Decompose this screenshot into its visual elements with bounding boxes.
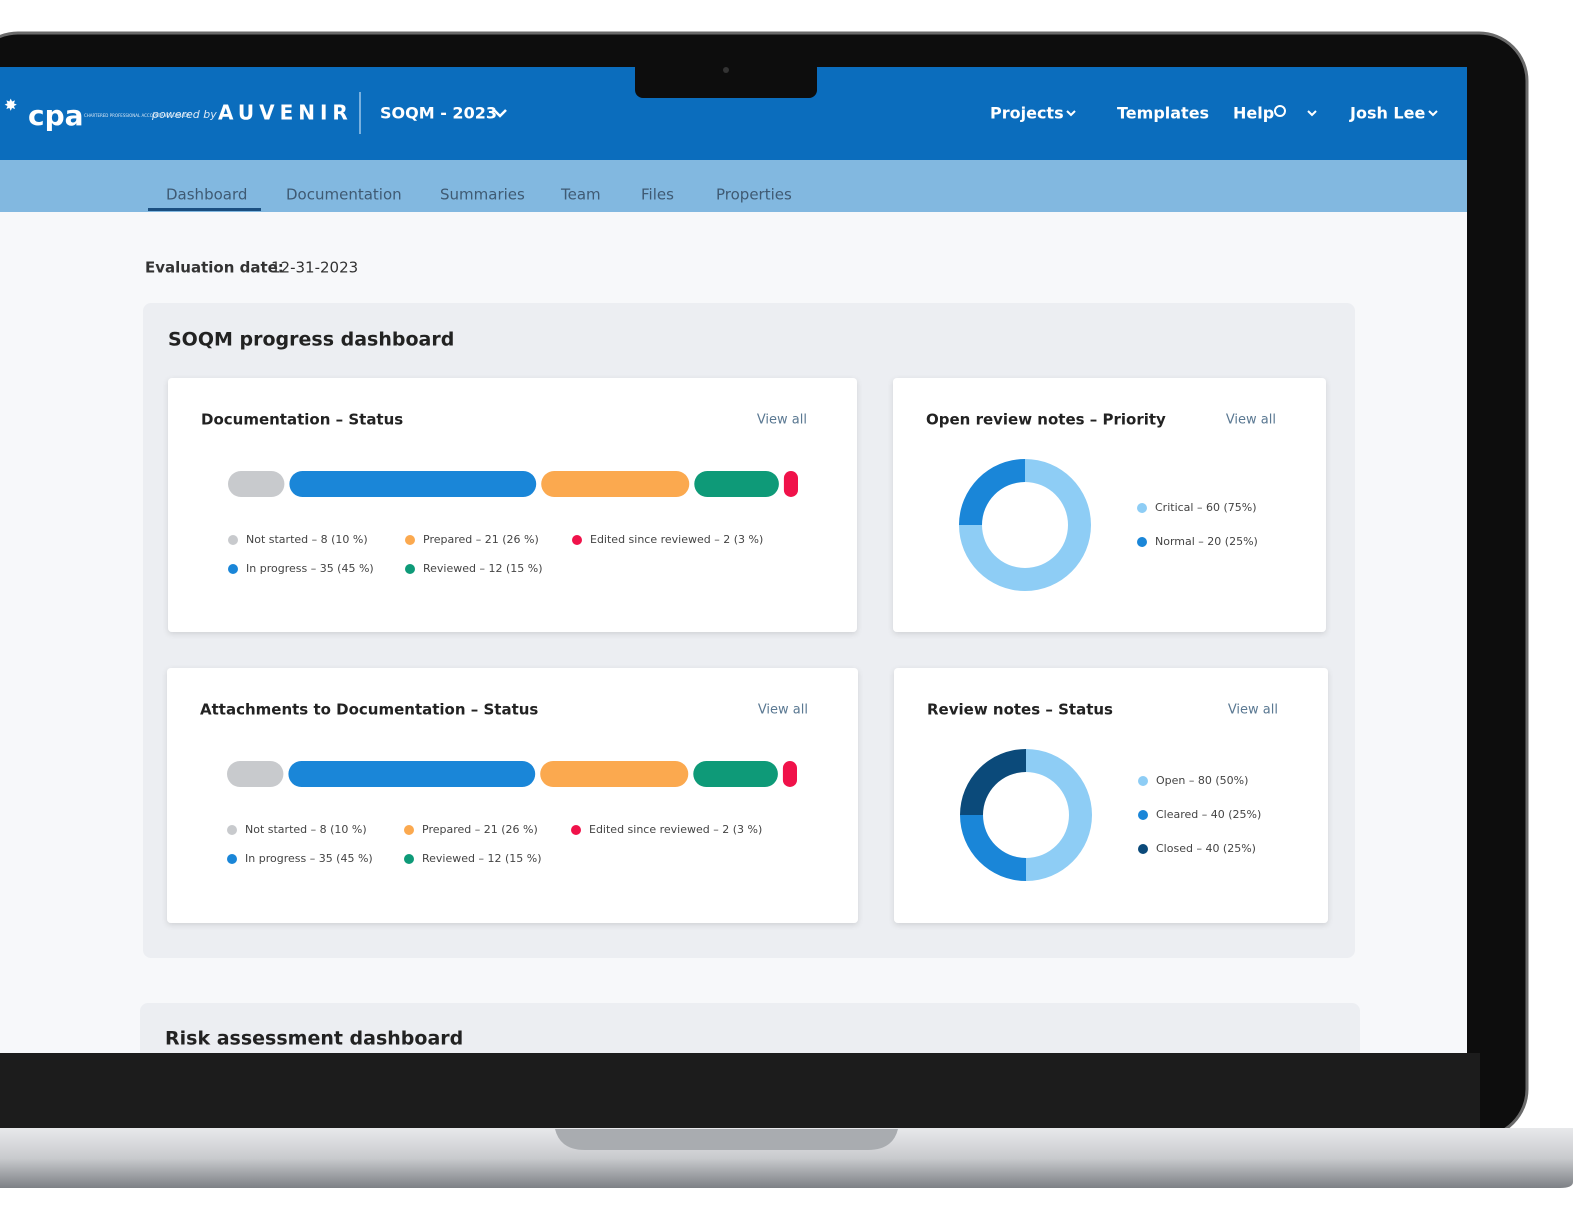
legend-label: In progress – 35 (45 %)	[245, 852, 373, 865]
chevron	[1307, 110, 1317, 117]
bar-segment	[540, 761, 689, 787]
bar-segment	[783, 471, 798, 497]
chevron	[1066, 110, 1076, 117]
screen: ✸ cpa CHARTERED PROFESSIONAL ACCOUNTANTS…	[0, 67, 1467, 1053]
bar-segment	[694, 471, 779, 497]
legend-label: Prepared – 21 (26 %)	[423, 533, 539, 546]
view-all-link[interactable]: View all	[1226, 413, 1276, 428]
menu-item[interactable]: Josh Lee	[1349, 104, 1425, 123]
legend-label: Open – 80 (50%)	[1156, 774, 1248, 787]
donut-segment	[960, 815, 1026, 881]
view-all-link[interactable]: View all	[1228, 703, 1278, 718]
donut-segment	[959, 459, 1025, 525]
legend-dot	[1137, 537, 1147, 547]
tab[interactable]: Files	[641, 186, 674, 204]
sub-nav	[0, 160, 1467, 212]
chevron	[493, 109, 507, 118]
legend-label: Prepared – 21 (26 %)	[422, 823, 538, 836]
chevron	[1428, 110, 1438, 117]
tab[interactable]: Properties	[716, 186, 792, 204]
legend-label: Reviewed – 12 (15 %)	[423, 562, 543, 575]
legend-dot	[228, 564, 238, 574]
bar-segment	[541, 471, 690, 497]
card	[168, 378, 857, 632]
logo-mark: ✸	[4, 96, 17, 115]
legend-label: Critical – 60 (75%)	[1155, 501, 1257, 514]
legend-dot	[227, 825, 237, 835]
active-tab-underline	[148, 208, 261, 211]
legend-label: Normal – 20 (25%)	[1155, 535, 1258, 548]
legend-dot	[1138, 810, 1148, 820]
menu-item[interactable]: Projects	[990, 104, 1064, 123]
legend-label: Edited since reviewed – 2 (3 %)	[590, 533, 763, 546]
legend-label: Closed – 40 (25%)	[1156, 842, 1256, 855]
legend-dot	[1137, 503, 1147, 513]
bar-segment	[693, 761, 778, 787]
donut-segment	[959, 459, 1091, 591]
chin	[0, 1053, 1480, 1129]
tab[interactable]: Summaries	[440, 186, 525, 204]
legend-dot	[1138, 844, 1148, 854]
card-title: Attachments to Documentation – Status	[200, 701, 538, 719]
tab[interactable]: Dashboard	[166, 186, 247, 204]
camera	[723, 67, 729, 73]
legend-label: Edited since reviewed – 2 (3 %)	[589, 823, 762, 836]
card-title: Documentation – Status	[201, 411, 403, 429]
bar-segment	[782, 761, 797, 787]
evaluation-date: 12-31-2023	[271, 259, 358, 277]
donut-segment	[960, 749, 1026, 815]
legend-dot	[572, 535, 582, 545]
brand: AUVENIR	[218, 101, 353, 125]
tab[interactable]: Documentation	[286, 186, 402, 204]
legend-dot	[1138, 776, 1148, 786]
evaluation-label: Evaluation date:	[145, 259, 284, 277]
view-all-link[interactable]: View all	[757, 413, 807, 428]
view-all-link[interactable]: View all	[758, 703, 808, 718]
donut-segment	[1026, 749, 1092, 881]
project-selector[interactable]: SOQM - 2023	[380, 104, 497, 123]
lid-notch	[555, 1129, 898, 1150]
bar-segment	[227, 761, 284, 787]
camera-notch	[635, 67, 817, 98]
logo-tagline: CHARTERED PROFESSIONAL ACCOUNTANTS CANAD…	[84, 113, 190, 118]
card-title: Open review notes – Priority	[926, 411, 1166, 429]
tab[interactable]: Team	[560, 186, 601, 204]
legend-dot	[227, 854, 237, 864]
powered-by: powered by	[151, 108, 217, 121]
card-title: Review notes – Status	[927, 701, 1113, 719]
legend-dot	[571, 825, 581, 835]
menu-item[interactable]: Templates	[1117, 104, 1209, 123]
legend-dot	[404, 854, 414, 864]
panel-title: Risk assessment dashboard	[165, 1028, 463, 1050]
legend-label: Not started – 8 (10 %)	[245, 823, 367, 836]
risk-panel	[140, 1003, 1360, 1053]
bar-segment	[228, 471, 285, 497]
bar-segment	[288, 761, 536, 787]
panel-title: SOQM progress dashboard	[168, 329, 454, 351]
legend-label: Cleared – 40 (25%)	[1156, 808, 1261, 821]
legend-dot	[405, 535, 415, 545]
legend-dot	[404, 825, 414, 835]
menu-item[interactable]: Help	[1233, 104, 1274, 123]
legend-label: Not started – 8 (10 %)	[246, 533, 368, 546]
legend-label: Reviewed – 12 (15 %)	[422, 852, 542, 865]
logo: cpa	[28, 99, 84, 132]
legend-dot	[405, 564, 415, 574]
legend-dot	[228, 535, 238, 545]
card	[167, 668, 858, 923]
legend-label: In progress – 35 (45 %)	[246, 562, 374, 575]
laptop-base	[0, 1128, 1573, 1188]
bar-segment	[289, 471, 537, 497]
help-icon	[1274, 105, 1286, 117]
